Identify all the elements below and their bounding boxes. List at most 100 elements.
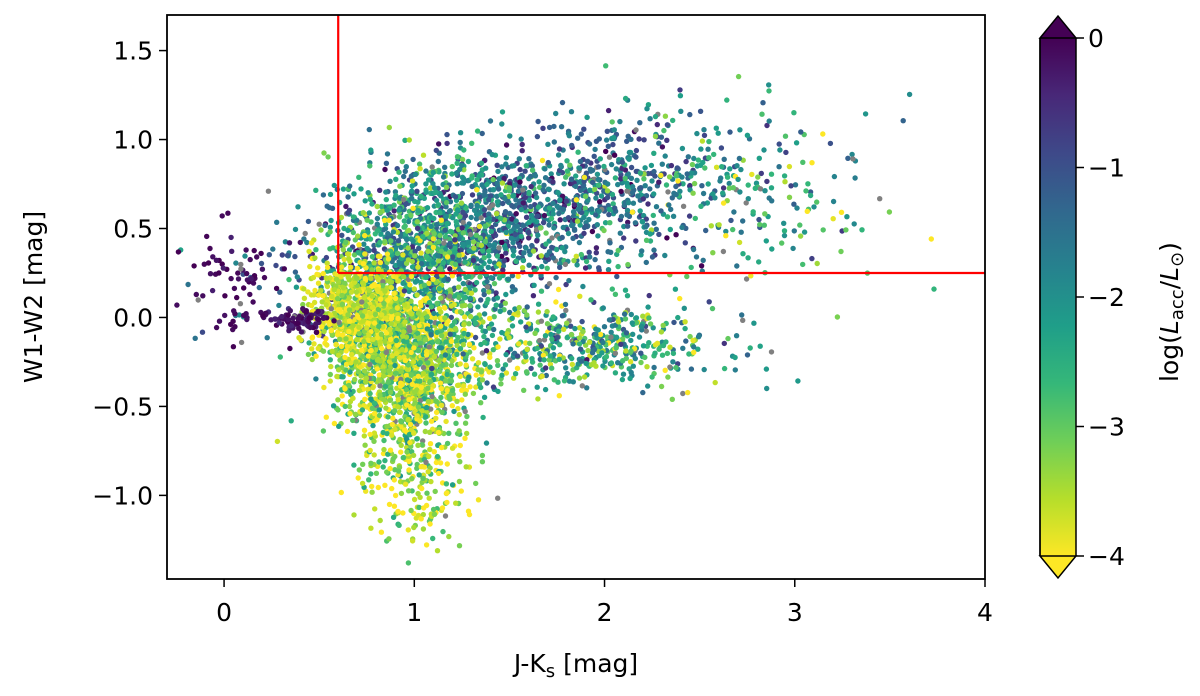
scatter-point [350,323,356,329]
scatter-point [612,291,619,297]
scatter-point [432,315,438,321]
scatter-point [721,156,727,162]
scatter-point [428,332,434,338]
scatter-point [345,274,351,281]
scatter-point [395,393,401,399]
scatter-point [473,279,480,286]
scatter-point [550,200,556,206]
scatter-point [469,356,476,362]
scatter-point [535,396,541,402]
scatter-point [383,315,389,321]
scatter-point [453,219,459,225]
scatter-point [412,171,419,177]
scatter-point [350,229,356,236]
scatter-point [615,181,621,188]
scatter-point [687,333,693,340]
scatter-point [512,231,518,238]
scatter-point [494,199,501,205]
scatter-point [337,336,343,342]
scatter-point [354,265,361,272]
scatter-point [458,247,464,253]
scatter-point [321,314,327,321]
scatter-point [288,418,294,424]
scatter-point [366,477,372,483]
scatter-point [435,158,441,165]
scatter-point [486,325,492,331]
scatter-point [593,195,599,201]
scatter-point [481,333,487,340]
scatter-point [342,386,348,392]
scatter-point [466,321,472,327]
scatter-point [327,378,333,384]
scatter-point [685,154,691,160]
scatter-point [438,309,444,315]
scatter-point [579,318,585,325]
scatter-point [444,131,450,138]
scatter-point [376,407,382,413]
scatter-point [436,169,442,175]
scatter-point [459,225,465,231]
scatter-point [461,321,467,328]
scatter-point [499,164,505,170]
scatter-point [369,267,375,273]
scatter-point [703,227,709,234]
scatter-point [345,227,351,234]
scatter-point [670,117,676,124]
scatter-point [565,230,572,237]
scatter-point [362,251,368,257]
scatter-point [300,301,306,308]
scatter-point [625,200,632,206]
scatter-point [403,164,409,170]
scatter-point [340,247,346,253]
scatter-point [512,306,518,312]
scatter-point [415,264,421,270]
scatter-point [609,286,615,292]
scatter-point [465,377,471,384]
scatter-point [389,353,395,359]
scatter-point [539,263,545,270]
scatter-point [347,264,354,270]
scatter-point [563,281,569,288]
scatter-point [638,359,644,366]
scatter-point [592,256,598,263]
scatter-point [426,280,432,286]
scatter-point [651,150,657,156]
scatter-point [633,168,639,175]
scatter-point [460,175,467,182]
scatter-point [380,282,386,289]
scatter-point [321,384,327,391]
scatter-point [640,343,647,349]
scatter-point [668,206,674,213]
scatter-point [282,239,289,245]
scatter-point [415,199,421,205]
scatter-point [471,345,477,351]
scatter-point [465,331,471,338]
scatter-point [320,192,327,198]
scatter-point [356,324,362,330]
scatter-point [287,308,293,314]
scatter-point [546,249,553,255]
scatter-point [633,315,640,321]
scatter-point [566,378,573,384]
scatter-point [577,293,583,299]
scatter-point [628,348,634,354]
scatter-point [538,288,545,294]
scatter-point [640,389,646,396]
scatter-point [664,137,670,143]
scatter-point [581,126,587,132]
scatter-point [721,365,728,372]
scatter-point [442,352,449,358]
scatter-point [399,381,405,388]
scatter-point [323,254,330,261]
scatter-point [448,338,455,344]
scatter-point [482,361,488,368]
scatter-point [385,256,392,262]
scatter-point [346,382,352,389]
scatter-point [574,262,580,268]
scatter-point [339,301,346,307]
scatter-point [608,329,614,335]
scatter-point [477,194,483,200]
scatter-point [365,320,371,326]
scatter-point [303,309,309,315]
scatter-point [622,316,629,322]
